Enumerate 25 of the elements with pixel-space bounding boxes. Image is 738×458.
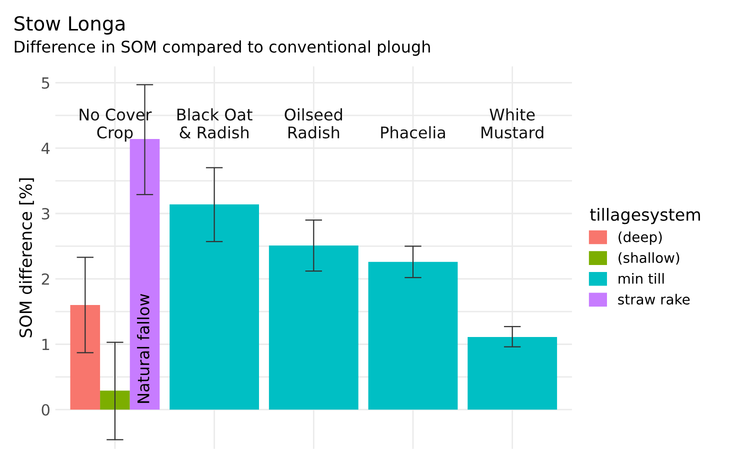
chart-title: Stow Longa [14, 16, 124, 35]
y-tick-label: 4 [42, 142, 50, 154]
bar [170, 204, 260, 410]
y-tick-label: 0 [42, 404, 50, 416]
y-tick-label: 3 [42, 208, 50, 220]
legend-label: (shallow) [618, 252, 680, 265]
x-tick-label: Black Oat & Radish [177, 108, 252, 138]
chart-subtitle: Difference in SOM compared to conventional plough [14, 40, 430, 56]
legend-label: straw rake [618, 294, 690, 305]
legend-label: (deep) [618, 231, 662, 245]
legend-label: min till [618, 273, 664, 284]
bar [468, 337, 558, 410]
y-tick-label: 5 [42, 77, 50, 89]
bar [100, 390, 130, 410]
x-tick-label: Oilseed Radish [284, 108, 342, 138]
y-axis-title: SOM difference [%] [19, 178, 34, 338]
bar [268, 246, 358, 410]
x-tick-label: Phacelia [381, 126, 445, 138]
y-tick-label: 1 [42, 338, 50, 350]
legend-title: tillagesystem [590, 208, 700, 224]
y-tick-label: 2 [42, 273, 49, 285]
bar [70, 305, 100, 410]
bar [368, 262, 458, 410]
annotation: Natural fallow [137, 294, 150, 403]
x-tick-label: White Mustard [482, 108, 544, 138]
